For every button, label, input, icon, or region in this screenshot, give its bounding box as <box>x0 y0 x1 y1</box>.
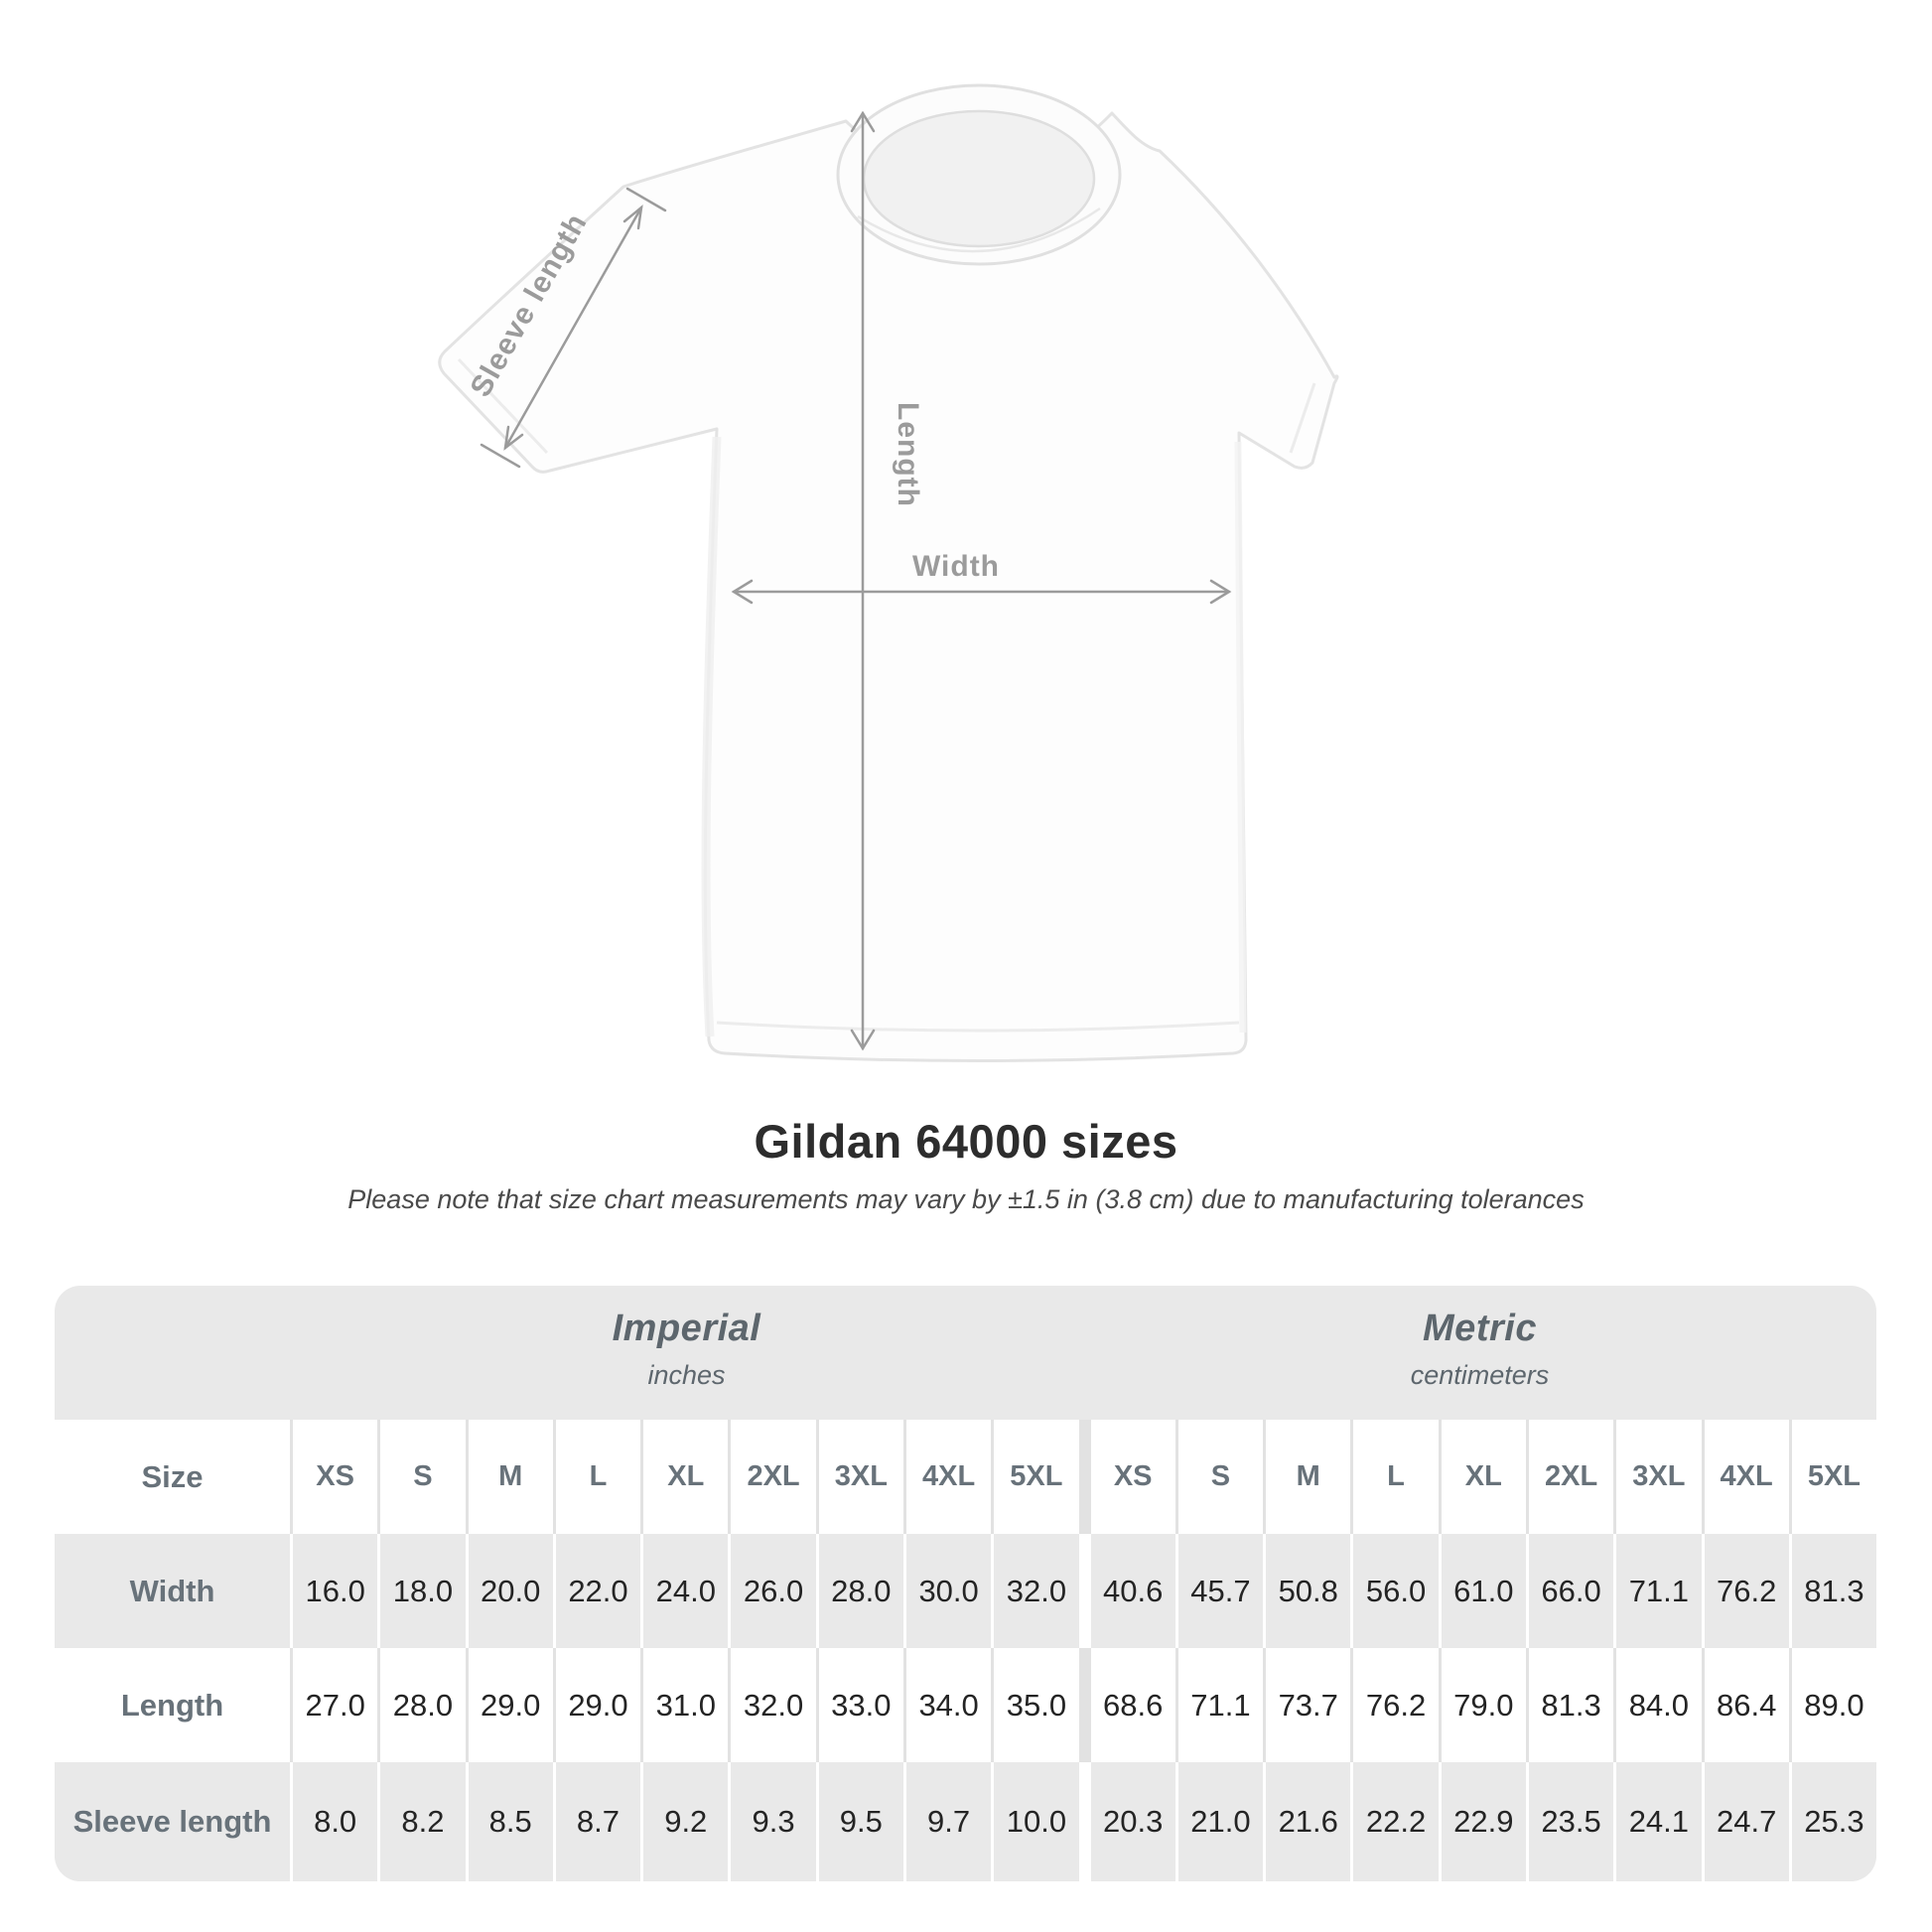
value-cell: 34.0 <box>902 1648 991 1762</box>
value-cell: 76.2 <box>1701 1534 1789 1648</box>
size-col-header: 3XL <box>815 1420 903 1534</box>
value-cell: 9.5 <box>815 1762 903 1881</box>
value-cell: 20.0 <box>465 1534 553 1648</box>
metric-group-title: Metric <box>1423 1308 1537 1349</box>
value-cell: 25.3 <box>1788 1762 1876 1881</box>
value-cell: 84.0 <box>1613 1648 1701 1762</box>
size-col-header: M <box>1263 1420 1350 1534</box>
value-cell: 45.7 <box>1174 1534 1263 1648</box>
size-col-header: 5XL <box>991 1420 1078 1534</box>
group-header-imperial: Imperial inches <box>290 1286 1083 1420</box>
size-col-header: L <box>1350 1420 1438 1534</box>
value-cell: 8.0 <box>290 1762 377 1881</box>
value-cell: 50.8 <box>1263 1534 1350 1648</box>
imperial-group-title: Imperial <box>612 1308 761 1349</box>
value-cell: 79.0 <box>1438 1648 1526 1762</box>
value-cell: 30.0 <box>902 1534 991 1648</box>
size-col-header: XL <box>640 1420 728 1534</box>
value-cell: 8.2 <box>377 1762 465 1881</box>
value-cell: 71.1 <box>1174 1648 1263 1762</box>
imperial-group-unit: inches <box>647 1360 726 1390</box>
group-header-metric: Metric centimeters <box>1083 1286 1876 1420</box>
value-cell: 66.0 <box>1525 1534 1613 1648</box>
size-header-row: Size XS S M L XL 2XL 3XL 4XL 5XL XS S M … <box>55 1420 1876 1534</box>
value-cell: 76.2 <box>1350 1648 1438 1762</box>
value-cell: 31.0 <box>640 1648 728 1762</box>
value-cell: 33.0 <box>815 1648 903 1762</box>
tolerance-note: Please note that size chart measurements… <box>347 1184 1585 1214</box>
value-cell: 18.0 <box>377 1534 465 1648</box>
value-cell: 23.5 <box>1525 1762 1613 1881</box>
table-row-length: Length 27.0 28.0 29.0 29.0 31.0 32.0 33.… <box>55 1648 1876 1762</box>
table-row-sleeve-length: Sleeve length 8.0 8.2 8.5 8.7 9.2 9.3 9.… <box>55 1762 1876 1881</box>
value-cell: 29.0 <box>552 1648 640 1762</box>
tshirt-size-diagram: Sleeve length Length Width <box>438 83 1339 1062</box>
value-cell: 16.0 <box>290 1534 377 1648</box>
size-col-header: XS <box>1078 1420 1175 1534</box>
sleeve-length-arrow <box>480 187 667 469</box>
row-label-length: Length <box>120 1687 224 1723</box>
size-col-header: S <box>1174 1420 1263 1534</box>
value-cell: 81.3 <box>1788 1534 1876 1648</box>
value-cell: 28.0 <box>377 1648 465 1762</box>
page-title: Gildan 64000 sizes <box>754 1115 1178 1168</box>
value-cell: 24.1 <box>1613 1762 1701 1881</box>
value-cell: 32.0 <box>991 1534 1078 1648</box>
value-cell: 32.0 <box>728 1648 815 1762</box>
value-cell: 26.0 <box>728 1534 815 1648</box>
value-cell: 9.7 <box>902 1762 991 1881</box>
value-cell: 9.3 <box>728 1762 815 1881</box>
value-cell: 86.4 <box>1701 1648 1789 1762</box>
size-col-header: 4XL <box>1701 1420 1789 1534</box>
size-header-label: Size <box>141 1458 204 1494</box>
length-label: Length <box>892 402 924 507</box>
row-label-sleeve-length: Sleeve length <box>72 1804 272 1839</box>
value-cell: 24.7 <box>1701 1762 1789 1881</box>
value-cell: 61.0 <box>1438 1534 1526 1648</box>
value-cell: 22.2 <box>1350 1762 1438 1881</box>
value-cell: 20.3 <box>1078 1762 1175 1881</box>
table-row-width: Width 16.0 18.0 20.0 22.0 24.0 26.0 28.0… <box>55 1534 1876 1648</box>
size-col-header: M <box>465 1420 553 1534</box>
value-cell: 27.0 <box>290 1648 377 1762</box>
size-chart-table: Imperial inches Metric centimeters Size … <box>55 1286 1876 1881</box>
size-col-header: 5XL <box>1788 1420 1876 1534</box>
size-col-header: 2XL <box>1525 1420 1613 1534</box>
size-col-header: L <box>552 1420 640 1534</box>
value-cell: 8.7 <box>552 1762 640 1881</box>
value-cell: 22.0 <box>552 1534 640 1648</box>
value-cell: 28.0 <box>815 1534 903 1648</box>
value-cell: 9.2 <box>640 1762 728 1881</box>
size-col-header: XS <box>290 1420 377 1534</box>
width-label: Width <box>912 550 1000 583</box>
value-cell: 21.6 <box>1263 1762 1350 1881</box>
value-cell: 35.0 <box>991 1648 1078 1762</box>
chart-heading: Gildan 64000 sizes Please note that size… <box>0 1114 1932 1215</box>
group-header-spacer <box>55 1286 290 1420</box>
value-cell: 21.0 <box>1174 1762 1263 1881</box>
value-cell: 81.3 <box>1525 1648 1613 1762</box>
value-cell: 73.7 <box>1263 1648 1350 1762</box>
value-cell: 68.6 <box>1078 1648 1175 1762</box>
value-cell: 56.0 <box>1350 1534 1438 1648</box>
size-col-header: 4XL <box>902 1420 991 1534</box>
value-cell: 8.5 <box>465 1762 553 1881</box>
value-cell: 71.1 <box>1613 1534 1701 1648</box>
value-cell: 40.6 <box>1078 1534 1175 1648</box>
row-label-width: Width <box>129 1573 215 1608</box>
tshirt-illustration <box>438 83 1339 1062</box>
unit-group-header-row: Imperial inches Metric centimeters <box>55 1286 1876 1420</box>
width-arrow <box>731 579 1232 605</box>
value-cell: 89.0 <box>1788 1648 1876 1762</box>
value-cell: 29.0 <box>465 1648 553 1762</box>
length-arrow <box>850 110 876 1051</box>
size-col-header: S <box>377 1420 465 1534</box>
value-cell: 24.0 <box>640 1534 728 1648</box>
value-cell: 10.0 <box>991 1762 1078 1881</box>
size-col-header: 2XL <box>728 1420 815 1534</box>
value-cell: 22.9 <box>1438 1762 1526 1881</box>
size-col-header: XL <box>1438 1420 1526 1534</box>
size-col-header: 3XL <box>1613 1420 1701 1534</box>
metric-group-unit: centimeters <box>1410 1360 1550 1390</box>
